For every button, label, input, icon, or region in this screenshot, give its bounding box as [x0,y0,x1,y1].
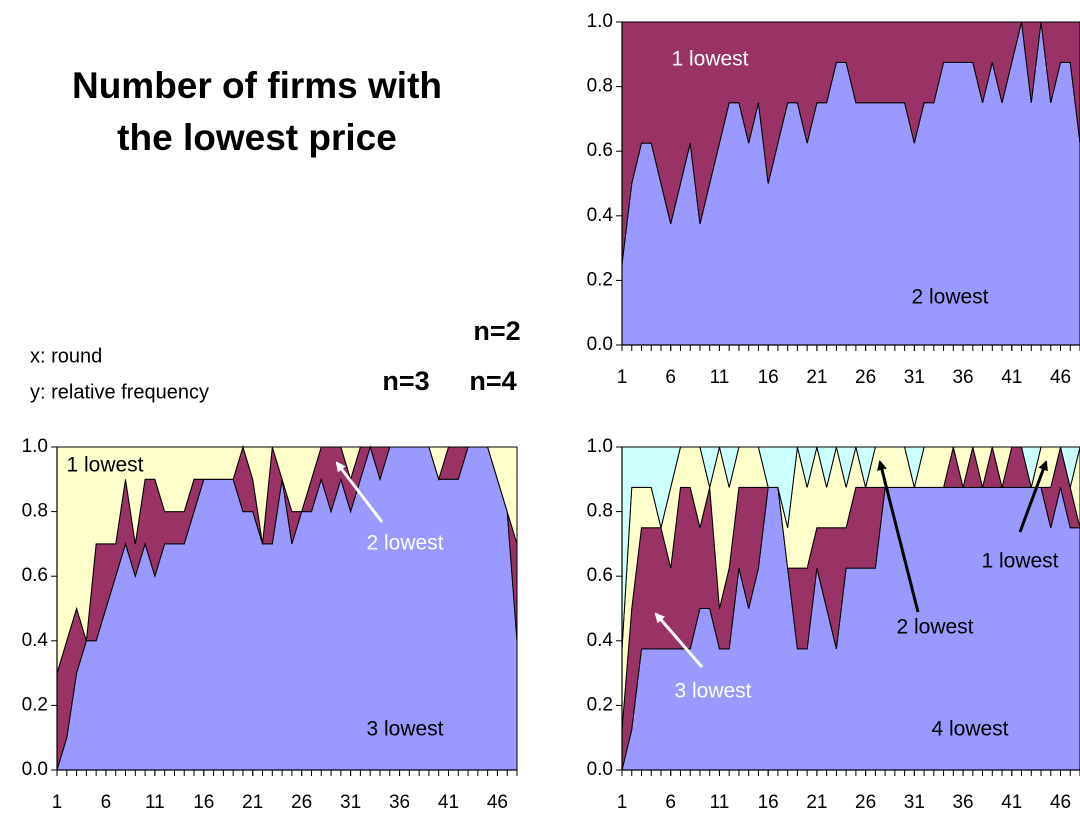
y-tick-label: 0.8 [587,76,613,97]
area [621,446,1080,649]
x-tick-label: 26 [855,367,876,388]
x-tick-label: 36 [952,792,973,813]
series-label: 2 lowest [896,616,973,639]
y-tick-label: 0.0 [587,759,613,780]
y-tick-label: 0.0 [22,759,48,780]
series-label: 2 lowest [366,532,443,555]
arrow [1018,460,1048,533]
x-tick-label: 46 [487,792,508,813]
y-tick-label: 0.4 [22,630,49,651]
series-label: 3 lowest [366,718,443,741]
x-tick-label: 6 [665,792,676,813]
series-label: 4 lowest [931,718,1008,741]
axis-note: x: round [30,345,102,367]
area [56,445,518,674]
axis-note: y: relative frequency [30,381,209,403]
y-tick-label: 1.0 [587,11,613,32]
y-tick-label: 0.6 [587,565,613,586]
x-tick-label: 16 [758,367,779,388]
x-tick-label: 31 [904,792,925,813]
x-tick-label: 21 [242,792,263,813]
chart-label: n=2 [473,316,520,346]
x-tick-label: 21 [806,792,827,813]
x-tick-label: 46 [1050,367,1071,388]
x-tick-label: 11 [710,792,730,813]
x-tick-label: 36 [952,367,973,388]
y-tick-label: 0.6 [587,140,613,161]
x-tick-label: 6 [101,792,112,813]
y-tick-label: 0.2 [587,269,613,290]
x-tick-label: 46 [1050,792,1071,813]
x-tick-label: 11 [710,367,730,388]
x-tick-label: 11 [145,792,165,813]
y-tick-label: 0.0 [587,334,613,355]
charts: 0.00.20.40.60.81.01 6 11 16 21 26 31 36 41 462 lo… [22,11,1080,813]
x-tick-label: 41 [1001,367,1022,388]
arrow [654,612,704,668]
x-tick-label: 6 [665,367,676,388]
x-tick-label: 31 [340,792,361,813]
title-line: Number of firms with [72,65,442,106]
y-tick-label: 0.8 [587,501,613,522]
y-tick-label: 0.4 [587,205,614,226]
arrow [877,460,920,613]
x-tick-label: 1 [617,367,628,388]
arrows [335,460,1048,668]
chart-label: n=4 [469,366,516,396]
arrow [335,461,384,523]
x-tick-label: 16 [193,792,214,813]
series-label: 1 lowest [671,48,748,71]
x-tick-label: 36 [389,792,410,813]
series-label: 1 lowest [66,454,143,477]
y-tick-label: 0.8 [22,501,48,522]
series-label: 1 lowest [981,550,1058,573]
x-tick-label: 31 [904,367,925,388]
y-tick-label: 0.4 [587,630,614,651]
series-label: 2 lowest [911,286,988,309]
y-tick-label: 0.6 [22,565,48,586]
x-tick-label: 26 [855,792,876,813]
y-tick-label: 0.2 [587,694,613,715]
x-tick-label: 21 [806,367,827,388]
y-tick-label: 1.0 [22,436,48,457]
x-tick-label: 41 [438,792,459,813]
y-tick-label: 1.0 [587,436,613,457]
series-label: 3 lowest [674,680,751,703]
x-tick-label: 41 [1001,792,1022,813]
x-tick-label: 26 [291,792,312,813]
x-tick-label: 1 [52,792,63,813]
y-tick-label: 0.2 [22,694,48,715]
x-tick-label: 1 [617,792,628,813]
x-tick-label: 16 [758,792,779,813]
title-line: the lowest price [117,117,397,158]
area [621,21,1080,265]
chart-label: n=3 [382,366,429,396]
